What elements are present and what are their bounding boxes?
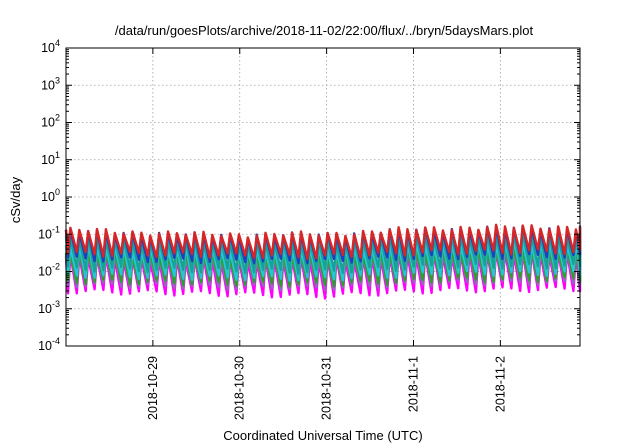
y-axis: 10-4 10-3 10-2 10-1 100 101 102 103 104 (38, 38, 580, 353)
data-series (64, 223, 582, 300)
y-tick-label: 10-3 (38, 299, 60, 316)
gridlines (66, 48, 580, 346)
x-tick-label: 2018-10-30 (233, 356, 247, 420)
x-tick-label: 2018-10-31 (320, 356, 334, 420)
x-tick-label: 2018-10-29 (146, 356, 160, 420)
x-tick-label: 2018-11-2 (493, 356, 507, 412)
x-tick-label: 2018-11-1 (406, 356, 420, 412)
x-axis-label: Coordinated Universal Time (UTC) (223, 428, 422, 443)
y-tick-label: 10-1 (38, 224, 60, 241)
y-tick-label: 100 (41, 187, 60, 204)
y-tick-label: 102 (41, 113, 60, 130)
series-line (64, 223, 582, 261)
y-tick-label: 10-2 (38, 262, 60, 279)
chart-title: /data/run/goesPlots/archive/2018-11-02/2… (115, 23, 534, 38)
y-tick-label: 10-4 (38, 336, 60, 353)
y-tick-label: 104 (41, 38, 60, 55)
y-axis-label: cSv/day (8, 176, 23, 223)
y-tick-label: 101 (41, 150, 60, 167)
y-tick-label: 103 (41, 75, 60, 92)
x-axis: 2018-10-29 2018-10-30 2018-10-31 2018-11-1 2… (146, 48, 507, 420)
